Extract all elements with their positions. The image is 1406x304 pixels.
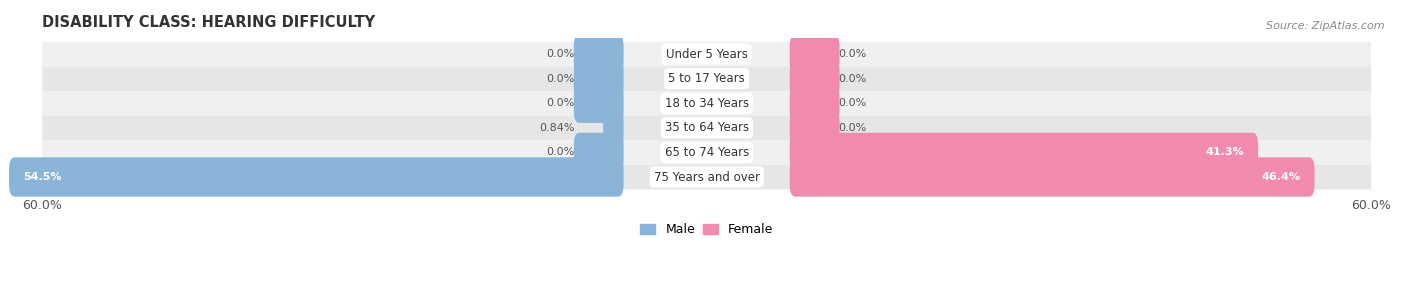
- Text: 46.4%: 46.4%: [1261, 172, 1301, 182]
- Text: 0.84%: 0.84%: [540, 123, 575, 133]
- Text: 0.0%: 0.0%: [838, 49, 866, 59]
- Text: 18 to 34 Years: 18 to 34 Years: [665, 97, 749, 110]
- FancyBboxPatch shape: [574, 84, 624, 123]
- Text: 75 Years and over: 75 Years and over: [654, 171, 759, 184]
- Text: 0.0%: 0.0%: [838, 123, 866, 133]
- FancyBboxPatch shape: [790, 157, 1315, 197]
- FancyBboxPatch shape: [574, 34, 624, 74]
- Text: Under 5 Years: Under 5 Years: [665, 48, 748, 60]
- Text: 5 to 17 Years: 5 to 17 Years: [668, 72, 745, 85]
- Legend: Male, Female: Male, Female: [640, 223, 773, 236]
- Text: 0.0%: 0.0%: [838, 98, 866, 108]
- FancyBboxPatch shape: [42, 66, 1371, 91]
- Text: 0.0%: 0.0%: [547, 98, 575, 108]
- Text: 0.0%: 0.0%: [547, 49, 575, 59]
- FancyBboxPatch shape: [790, 59, 839, 98]
- FancyBboxPatch shape: [8, 157, 624, 197]
- Text: Source: ZipAtlas.com: Source: ZipAtlas.com: [1267, 21, 1385, 31]
- FancyBboxPatch shape: [790, 34, 839, 74]
- Text: 0.0%: 0.0%: [547, 147, 575, 157]
- Text: 35 to 64 Years: 35 to 64 Years: [665, 121, 749, 134]
- FancyBboxPatch shape: [42, 91, 1371, 116]
- FancyBboxPatch shape: [790, 133, 1258, 172]
- Text: 54.5%: 54.5%: [24, 172, 62, 182]
- FancyBboxPatch shape: [790, 84, 839, 123]
- FancyBboxPatch shape: [42, 116, 1371, 140]
- Text: 65 to 74 Years: 65 to 74 Years: [665, 146, 749, 159]
- Text: 0.0%: 0.0%: [547, 74, 575, 84]
- FancyBboxPatch shape: [574, 59, 624, 98]
- FancyBboxPatch shape: [790, 108, 839, 147]
- FancyBboxPatch shape: [603, 108, 624, 147]
- FancyBboxPatch shape: [42, 42, 1371, 66]
- Text: 0.0%: 0.0%: [838, 74, 866, 84]
- Text: 41.3%: 41.3%: [1205, 147, 1244, 157]
- FancyBboxPatch shape: [574, 133, 624, 172]
- FancyBboxPatch shape: [42, 140, 1371, 165]
- FancyBboxPatch shape: [42, 165, 1371, 189]
- Text: DISABILITY CLASS: HEARING DIFFICULTY: DISABILITY CLASS: HEARING DIFFICULTY: [42, 15, 375, 30]
